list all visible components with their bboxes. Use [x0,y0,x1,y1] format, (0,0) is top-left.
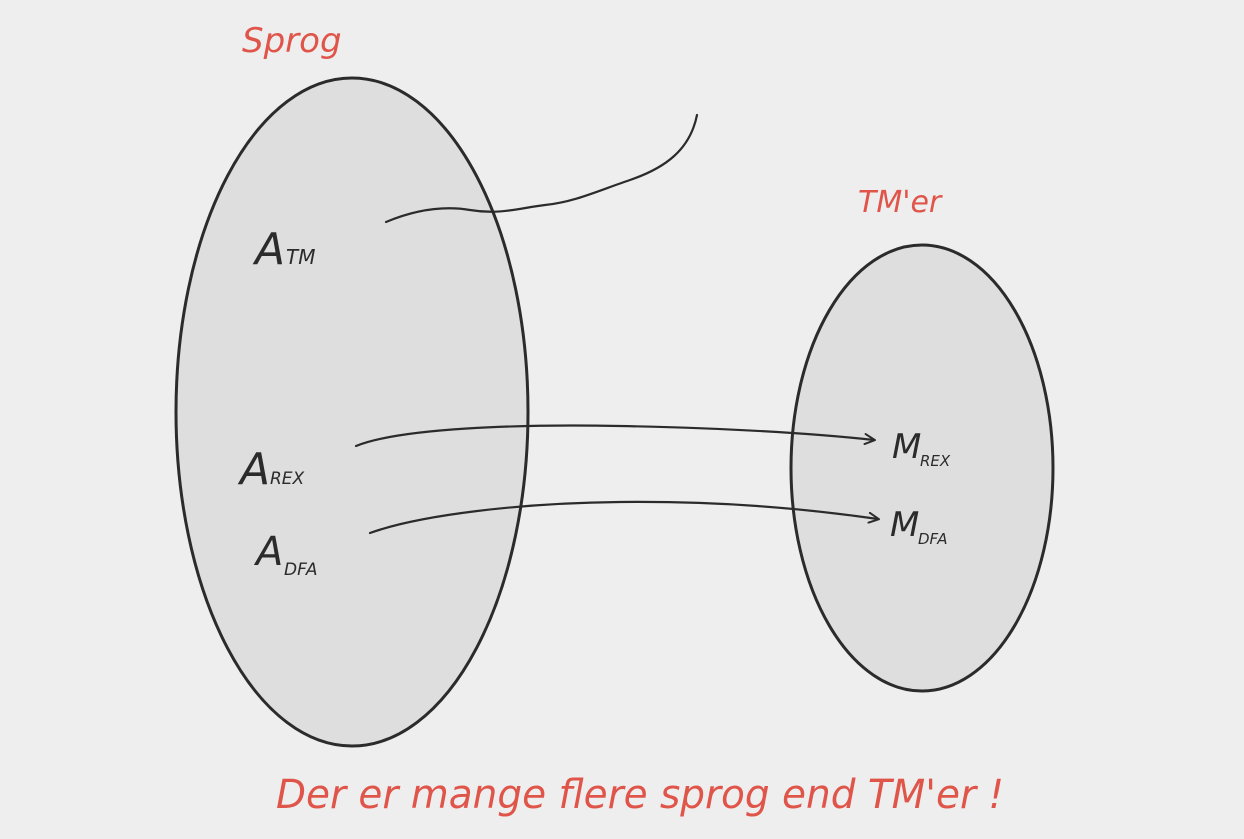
arex-main: A [237,444,270,495]
languages-set-ellipse [174,76,530,748]
atm-squiggle-line [384,113,699,224]
adfa-sub: DFA [284,560,318,580]
atm-sub: TM [286,245,315,269]
mdfa-main: M [890,505,919,545]
atm-main: A [252,224,285,275]
footer-note: Der er mange flere sprog end TM'er ! [276,772,1004,818]
adfa-label: A DFA [253,529,318,580]
mrex-label: M REX [892,427,951,470]
atm-label: A TM [252,224,315,275]
turing-machines-set-ellipse [789,243,1055,693]
arex-to-mrex-arrow [354,424,876,448]
mdfa-sub: DFA [918,530,948,548]
languages-set-label: Sprog [242,21,342,61]
mrex-sub: REX [920,452,951,470]
arex-sub: REX [270,469,305,489]
adfa-to-mdfa-arrow [368,500,880,535]
adfa-main: A [253,529,283,575]
turing-machines-set-label: TM'er [858,185,943,220]
mdfa-label: M DFA [890,505,948,548]
arex-label: A REX [237,444,305,495]
mrex-main: M [892,427,921,467]
